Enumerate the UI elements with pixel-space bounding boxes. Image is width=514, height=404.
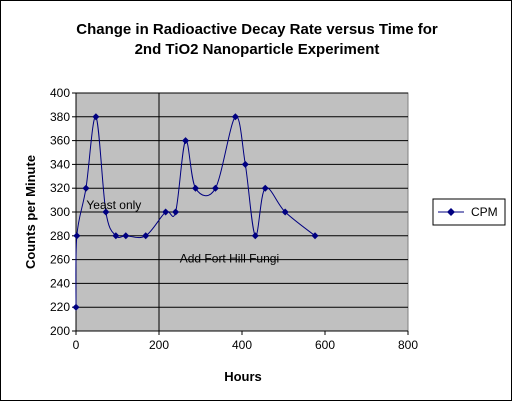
data-point xyxy=(142,232,150,240)
y-tick-label: 200 xyxy=(50,324,70,338)
annotation-label: Yeast only xyxy=(86,198,141,212)
x-axis-title: Hours xyxy=(224,369,262,384)
data-point xyxy=(112,232,120,240)
data-point xyxy=(281,208,289,216)
y-tick-label: 360 xyxy=(50,134,70,148)
y-tick-label: 220 xyxy=(50,300,70,314)
data-point xyxy=(311,232,319,240)
chart-title-line-2: 2nd TiO2 Nanoparticle Experiment xyxy=(135,41,380,58)
data-point xyxy=(241,160,249,168)
data-point xyxy=(192,184,200,192)
data-point xyxy=(73,232,81,240)
y-tick-label: 280 xyxy=(50,229,70,243)
x-tick-label: 800 xyxy=(398,338,418,352)
data-point xyxy=(251,232,259,240)
data-point xyxy=(72,303,80,311)
y-tick-label: 340 xyxy=(50,157,70,171)
y-tick-label: 300 xyxy=(50,205,70,219)
legend-marker xyxy=(447,208,455,216)
x-tick-label: 400 xyxy=(232,338,252,352)
y-tick-label: 400 xyxy=(50,86,70,100)
chart-title-line-1: Change in Radioactive Decay Rate versus … xyxy=(76,21,438,38)
data-point xyxy=(92,113,100,121)
data-point xyxy=(211,184,219,192)
x-tick-label: 0 xyxy=(73,338,80,352)
gridlines xyxy=(76,92,408,308)
x-tick-label: 600 xyxy=(315,338,335,352)
data-point xyxy=(172,208,180,216)
y-axis-title: Counts per Minute xyxy=(23,155,38,269)
series-layer xyxy=(72,113,319,311)
y-tick-label: 240 xyxy=(50,276,70,290)
data-point xyxy=(122,232,130,240)
data-point xyxy=(182,137,190,145)
data-point xyxy=(102,208,110,216)
annotations: Yeast only Add Fort Hill Fungi xyxy=(86,198,279,266)
data-point xyxy=(82,184,90,192)
y-tick-label: 260 xyxy=(50,253,70,267)
data-point xyxy=(261,184,269,192)
y-tick-label: 380 xyxy=(50,110,70,124)
annotation-label: Add Fort Hill Fungi xyxy=(180,251,279,265)
legend: CPM xyxy=(432,198,506,226)
data-point xyxy=(162,208,170,216)
x-tick-label: 200 xyxy=(149,338,169,352)
legend-entry-cpm: CPM xyxy=(471,205,498,219)
data-point xyxy=(231,113,239,121)
y-tick-label: 320 xyxy=(50,181,70,195)
